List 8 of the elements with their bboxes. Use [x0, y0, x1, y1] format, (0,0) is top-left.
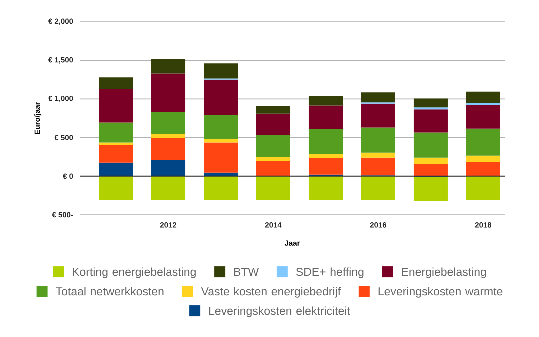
legend-label: Vaste kosten energiebedrijf [201, 287, 342, 298]
legend-label: Totaal netwerkkosten [56, 287, 164, 296]
legend-label: Leveringskosten warmte [378, 287, 503, 298]
legend-label: Leveringskosten elektriciteit [209, 306, 350, 318]
legend-label: Korting energiebelasting [72, 268, 196, 278]
legend-label: SDE+ heffing [296, 268, 364, 278]
legend-label: BTW [234, 268, 260, 276]
legend-label: Energiebelasting [402, 268, 486, 278]
